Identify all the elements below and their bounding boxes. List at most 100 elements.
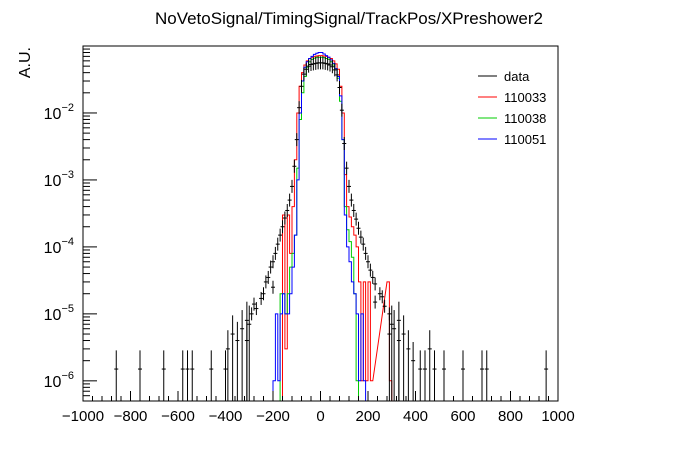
data-point xyxy=(254,302,259,316)
data-point xyxy=(337,81,342,94)
y-tick-label: 10−3 xyxy=(44,169,74,190)
data-point xyxy=(423,350,427,401)
data-point xyxy=(266,270,271,284)
data-point xyxy=(332,63,337,77)
data-point xyxy=(244,321,249,401)
legend-label: 110051 xyxy=(504,132,546,147)
data-point xyxy=(418,350,423,401)
data-point xyxy=(380,290,385,304)
data-point xyxy=(304,62,309,76)
y-axis-label: A.U. xyxy=(17,47,34,78)
data-point xyxy=(396,301,401,401)
data-point xyxy=(401,315,406,401)
data-point xyxy=(273,246,278,260)
data-point xyxy=(347,179,351,193)
data-point xyxy=(230,315,235,401)
x-tick-label: 0 xyxy=(316,408,324,425)
data-point xyxy=(235,321,240,401)
data-point xyxy=(389,305,394,401)
data-point xyxy=(138,350,142,401)
data-point xyxy=(261,287,266,301)
axes-layer: −1000 −800 −600 −400 −200 0 200 400 600 800 1000 10… xyxy=(44,45,575,425)
x-tick-label: −1000 xyxy=(62,408,104,425)
x-tick-label: −600 xyxy=(161,408,195,425)
data-point xyxy=(185,350,190,401)
legend-label: 110038 xyxy=(504,111,546,126)
y-tick-label: 10−6 xyxy=(44,370,74,391)
x-tick-label: 1000 xyxy=(541,408,574,425)
data-point xyxy=(351,203,356,217)
data-point xyxy=(190,350,195,401)
data-point xyxy=(209,350,214,401)
data-point xyxy=(354,212,359,226)
data-point xyxy=(373,295,378,309)
plot-frame xyxy=(82,45,559,402)
data-point xyxy=(287,193,292,207)
data-point xyxy=(301,67,306,81)
data-point xyxy=(294,133,299,147)
data-point xyxy=(406,330,411,401)
legend-label: data xyxy=(504,69,530,84)
data-point xyxy=(368,263,373,277)
data-point xyxy=(263,275,268,289)
data-point xyxy=(271,255,275,269)
x-tick-label: 200 xyxy=(355,408,380,425)
x-tick-label: 600 xyxy=(450,408,475,425)
data-point xyxy=(382,299,387,313)
legend-entry-data: data xyxy=(478,69,530,84)
data-point xyxy=(249,307,254,321)
data-point xyxy=(306,59,311,73)
data-point xyxy=(309,57,313,71)
data-point xyxy=(349,193,354,207)
data-point xyxy=(247,305,252,401)
x-tick-label: −200 xyxy=(256,408,290,425)
data-point xyxy=(544,350,549,401)
data-point xyxy=(392,310,397,401)
data-point xyxy=(342,137,347,150)
x-tick-label: −400 xyxy=(209,408,243,425)
data-point xyxy=(325,57,330,71)
data-point xyxy=(240,310,245,401)
x-tick-label: 800 xyxy=(498,408,523,425)
data-point xyxy=(411,342,416,401)
data-point xyxy=(282,211,287,225)
data-point xyxy=(114,350,119,401)
data-point xyxy=(427,330,432,401)
data-point xyxy=(484,350,489,401)
data-point xyxy=(377,287,382,301)
x-tick-label: 400 xyxy=(403,408,428,425)
data-point xyxy=(278,228,283,242)
data-point xyxy=(323,56,328,70)
y-tick-label: 10−2 xyxy=(44,102,74,123)
data-point xyxy=(292,159,297,173)
legend-entry-110033: 110033 xyxy=(478,90,546,105)
data-points-layer xyxy=(114,56,549,401)
chart-title: NoVetoSignal/TimingSignal/TrackPos/XPres… xyxy=(155,9,543,28)
data-point xyxy=(285,203,290,217)
data-point xyxy=(275,237,280,251)
data-point xyxy=(339,103,344,117)
data-point xyxy=(370,270,375,284)
y-tick-label: 10−5 xyxy=(44,303,74,324)
data-point xyxy=(366,255,370,269)
data-point xyxy=(335,68,340,82)
series-110051-line xyxy=(272,52,367,401)
data-point xyxy=(297,101,302,115)
data-point xyxy=(373,277,378,291)
data-point xyxy=(161,350,166,401)
data-point xyxy=(271,280,275,294)
data-point xyxy=(442,350,446,401)
data-point xyxy=(259,291,264,305)
data-point xyxy=(330,60,335,74)
data-point xyxy=(363,246,368,260)
data-point xyxy=(320,56,325,70)
data-point xyxy=(356,221,361,235)
data-point xyxy=(358,230,363,244)
data-point xyxy=(480,350,484,401)
data-point xyxy=(290,179,294,193)
x-tick-label: −800 xyxy=(114,408,148,425)
data-point xyxy=(299,79,304,93)
data-point xyxy=(180,350,185,401)
data-point xyxy=(328,58,332,72)
